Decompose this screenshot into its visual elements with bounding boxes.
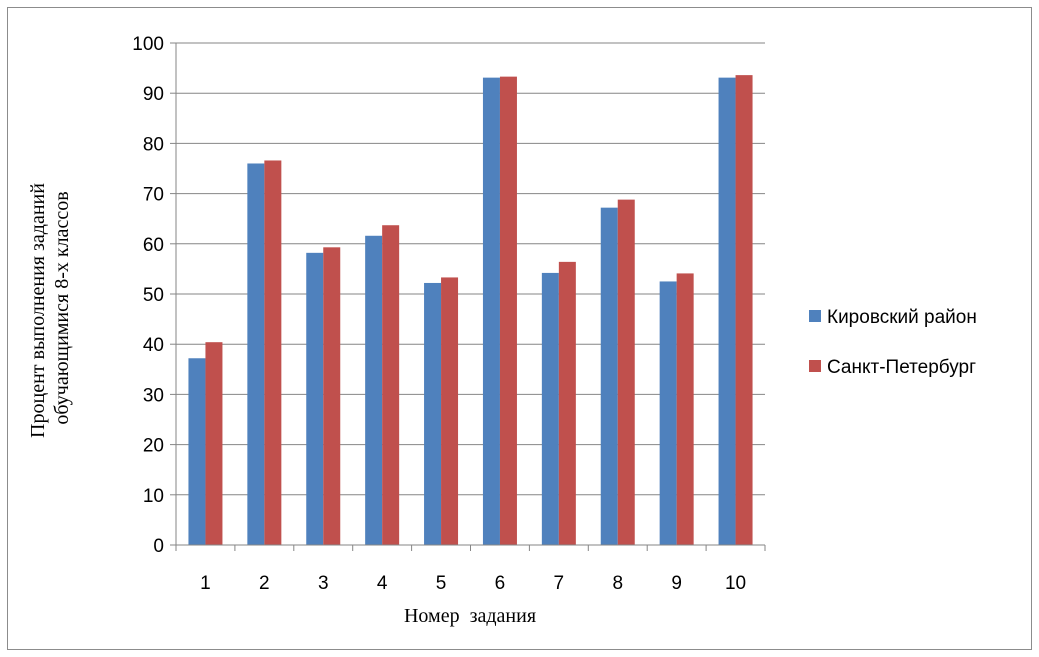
y-tick-label-0: 0 (153, 536, 164, 557)
bar-series2-10 (735, 75, 753, 546)
bars (188, 75, 753, 546)
x-tick-label-5: 5 (436, 573, 447, 594)
y-tick-labels: 0 10 20 30 40 50 60 70 80 90 100 (132, 34, 164, 557)
bar-series2-7 (558, 261, 576, 545)
y-tick-label-30: 30 (143, 385, 164, 406)
legend: Кировский район Санкт-Петербург (809, 307, 977, 378)
bar-series2-1 (205, 342, 223, 545)
bar-series2-5 (441, 277, 459, 545)
x-tick-label-10: 10 (725, 573, 746, 594)
y-tick-label-90: 90 (143, 84, 164, 105)
x-tick-labels: 1 2 3 4 5 6 7 8 9 10 (200, 573, 746, 594)
y-tick-label-40: 40 (143, 335, 164, 356)
bar-series1-1 (188, 358, 206, 545)
bar-series2-6 (499, 76, 517, 545)
x-tick-label-2: 2 (259, 573, 270, 594)
bar-series1-5 (424, 282, 442, 545)
y-axis-title-line1: Процент выполнения заданий (27, 183, 49, 438)
bar-series2-4 (382, 225, 400, 545)
x-tick-label-8: 8 (612, 573, 623, 594)
x-tick-label-9: 9 (671, 573, 682, 594)
legend-label-2: Санкт-Петербург (827, 357, 976, 378)
legend-label-1: Кировский район (827, 307, 977, 328)
bar-series1-3 (306, 252, 324, 545)
bar-series2-8 (617, 199, 635, 545)
x-tick-label-1: 1 (200, 573, 211, 594)
y-tick-label-10: 10 (143, 486, 164, 507)
y-tick-label-70: 70 (143, 185, 164, 206)
y-axis-title: Процент выполнения заданий обучающимися … (27, 178, 73, 438)
y-axis-title-line2: обучающимися 8-х классов (51, 191, 73, 424)
bar-series1-10 (718, 77, 736, 545)
bar-series1-9 (659, 281, 677, 545)
bar-series1-7 (541, 272, 559, 545)
bar-series2-9 (676, 273, 694, 545)
y-tick-label-20: 20 (143, 436, 164, 457)
bar-series2-2 (264, 160, 282, 545)
x-axis-title: Номер задания (404, 605, 536, 627)
y-tick-label-50: 50 (143, 285, 164, 306)
bar-series1-4 (365, 235, 383, 545)
bar-series2-3 (323, 247, 341, 545)
bar-series1-2 (247, 163, 265, 546)
axes (170, 42, 766, 551)
x-tick-label-4: 4 (377, 573, 388, 594)
y-tick-label-80: 80 (143, 134, 164, 155)
y-tick-label-100: 100 (132, 34, 164, 55)
x-tick-label-6: 6 (495, 573, 506, 594)
chart-frame (7, 7, 1032, 650)
legend-swatch-1 (809, 310, 821, 322)
x-tick-label-3: 3 (318, 573, 329, 594)
legend-swatch-2 (809, 360, 821, 372)
x-tick-label-7: 7 (554, 573, 565, 594)
bar-series1-8 (600, 207, 618, 545)
bar-series1-6 (482, 77, 500, 545)
y-tick-label-60: 60 (143, 235, 164, 256)
